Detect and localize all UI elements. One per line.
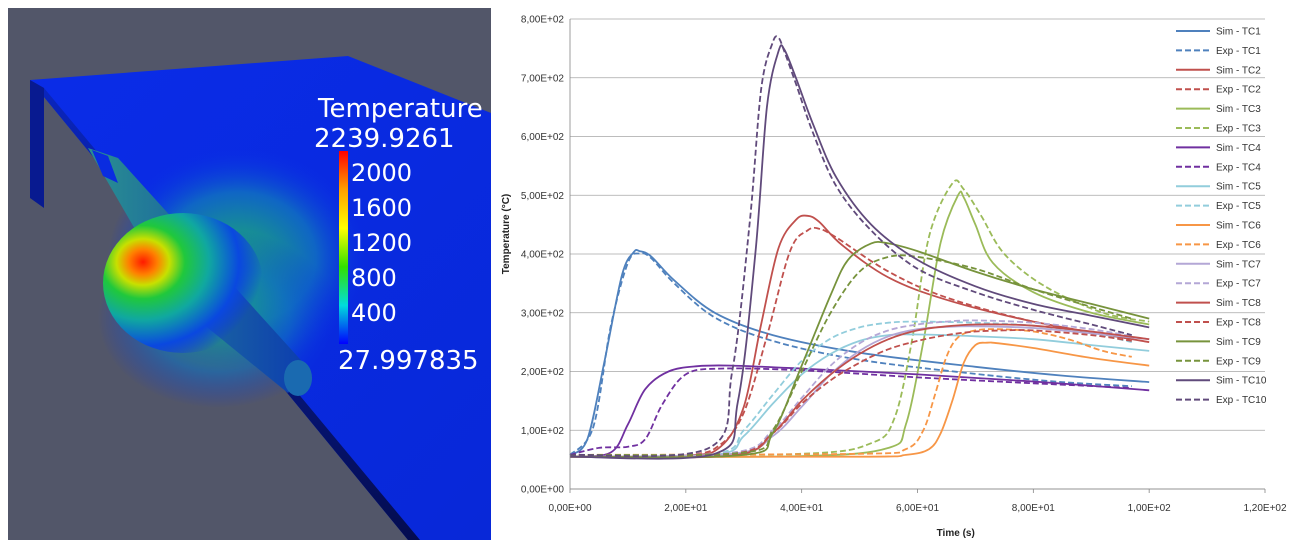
legend-label: Exp - TC9 [1216, 356, 1261, 367]
colorbar-max-label: 2239.9261 [314, 124, 455, 154]
legend-label: Exp - TC4 [1216, 162, 1261, 173]
y-tick-label: 5,00E+02 [521, 191, 565, 202]
series-line [569, 35, 1133, 458]
legend-label: Exp - TC3 [1216, 124, 1261, 135]
heat-source-hotspot [103, 213, 263, 353]
legend-label: Sim - TC8 [1216, 298, 1261, 309]
colorbar-tick: 1600 [351, 194, 413, 222]
legend-label: Exp - TC5 [1216, 201, 1261, 212]
grid [570, 18, 1265, 490]
y-axis-label: Temperature (°C) [501, 194, 512, 275]
temperature-field-3d-view [30, 56, 491, 540]
legend-label: Exp - TC1 [1216, 46, 1261, 57]
series-line [569, 333, 1150, 458]
legend-label: Sim - TC7 [1216, 259, 1261, 270]
legend: Sim - TC1 Exp - TC1 Sim - TC2 Exp - TC2 Sim … [1176, 27, 1267, 406]
series-line [569, 44, 1150, 460]
series-line [569, 320, 1132, 457]
legend-label: Exp - TC10 [1216, 395, 1267, 406]
legend-label: Exp - TC2 [1216, 85, 1261, 96]
x-tick-label: 0,00E+00 [548, 503, 592, 514]
colorbar-tick: 1200 [351, 229, 413, 257]
y-tick-label: 1,00E+02 [521, 426, 565, 437]
legend-label: Sim - TC10 [1216, 376, 1267, 387]
legend-label: Sim - TC3 [1216, 104, 1261, 115]
series-line [569, 240, 1150, 459]
series-line [569, 364, 1150, 458]
series-line [569, 254, 1133, 457]
legend-label: Sim - TC2 [1216, 65, 1261, 76]
series-line [569, 341, 1150, 458]
legend-label: Sim - TC5 [1216, 182, 1261, 193]
colorbar-tick: 800 [351, 264, 397, 292]
temperature-chart: 0,00E+00 1,00E+02 2,00E+02 3,00E+02 4,00E+02… [501, 15, 1287, 540]
colorbar [339, 151, 348, 344]
series-lines [569, 35, 1150, 460]
y-tick-label: 6,00E+02 [521, 132, 565, 143]
x-axis-label: Time (s) [937, 528, 975, 539]
series-line [569, 226, 1132, 458]
colorbar-tick: 400 [351, 299, 397, 327]
series-line [569, 325, 1150, 458]
x-tick-label: 2,00E+01 [664, 503, 708, 514]
legend-label: Exp - TC7 [1216, 279, 1261, 290]
x-tick-label: 6,00E+01 [896, 503, 940, 514]
series-line [569, 252, 1132, 456]
series-line [569, 214, 1150, 458]
x-tick-label: 1,20E+02 [1243, 503, 1287, 514]
y-tick-label: 3,00E+02 [521, 308, 565, 319]
y-tick-label: 8,00E+02 [521, 15, 565, 26]
axes: 0,00E+00 1,00E+02 2,00E+02 3,00E+02 4,00E+02… [521, 15, 1287, 515]
x-tick-label: 8,00E+01 [1012, 503, 1056, 514]
y-tick-label: 4,00E+02 [521, 250, 565, 261]
series-line [569, 329, 1132, 457]
legend-label: Exp - TC6 [1216, 240, 1261, 251]
legend-label: Sim - TC1 [1216, 27, 1261, 38]
colorbar-min-label: 27.997835 [338, 346, 479, 376]
y-tick-label: 2,00E+02 [521, 367, 565, 378]
x-tick-label: 1,00E+02 [1128, 503, 1172, 514]
colorbar-tick: 2000 [351, 159, 413, 187]
legend-label: Exp - TC8 [1216, 318, 1261, 329]
y-tick-label: 0,00E+00 [521, 485, 565, 496]
y-tick-label: 7,00E+02 [521, 73, 565, 84]
legend-label: Sim - TC6 [1216, 221, 1261, 232]
series-line [569, 328, 1132, 456]
colorbar-title: Temperature [318, 94, 483, 124]
simulation-render: Temperature 2239.9261 2000 1600 1200 800… [8, 8, 491, 540]
legend-label: Sim - TC9 [1216, 337, 1261, 348]
legend-label: Sim - TC4 [1216, 143, 1261, 154]
series-line [569, 367, 1132, 456]
x-tick-label: 4,00E+01 [780, 503, 824, 514]
